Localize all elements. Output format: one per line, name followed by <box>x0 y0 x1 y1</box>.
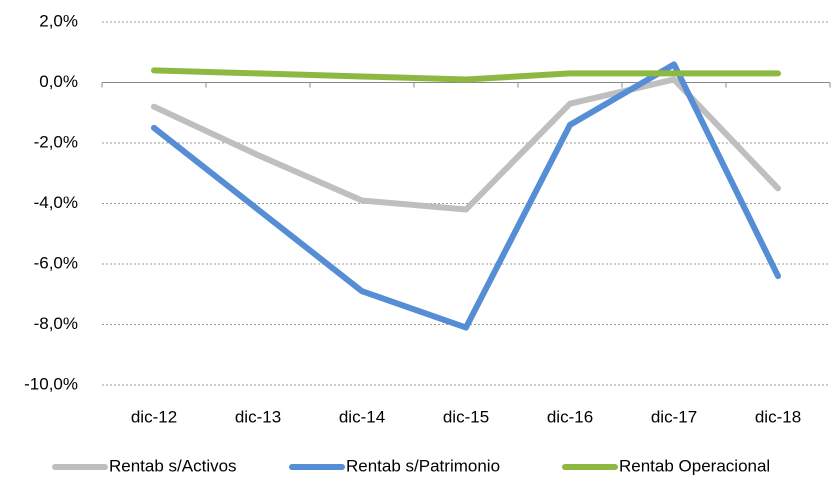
legend-label: Rentab Operacional <box>619 456 770 475</box>
series-line <box>151 61 781 331</box>
x-tick-label: dic-13 <box>235 407 281 426</box>
x-tick-label: dic-17 <box>651 407 697 426</box>
x-tick-label: dic-15 <box>443 407 489 426</box>
legend-label: Rentab s/Patrimonio <box>346 456 500 475</box>
x-tick-label: dic-12 <box>131 407 177 426</box>
y-tick-label: -4,0% <box>34 193 78 212</box>
y-tick-label: -6,0% <box>34 253 78 272</box>
y-tick-label: -2,0% <box>34 132 78 151</box>
y-tick-label: -10,0% <box>24 374 78 393</box>
series-line <box>151 76 781 213</box>
legend-label: Rentab s/Activos <box>109 456 237 475</box>
y-tick-label: 2,0% <box>39 11 78 30</box>
y-tick-label: -8,0% <box>34 314 78 333</box>
x-tick-label: dic-14 <box>339 407 385 426</box>
y-tick-label: 0,0% <box>39 72 78 91</box>
series-line <box>151 67 781 83</box>
x-tick-label: dic-16 <box>547 407 593 426</box>
x-tick-label: dic-18 <box>755 407 801 426</box>
